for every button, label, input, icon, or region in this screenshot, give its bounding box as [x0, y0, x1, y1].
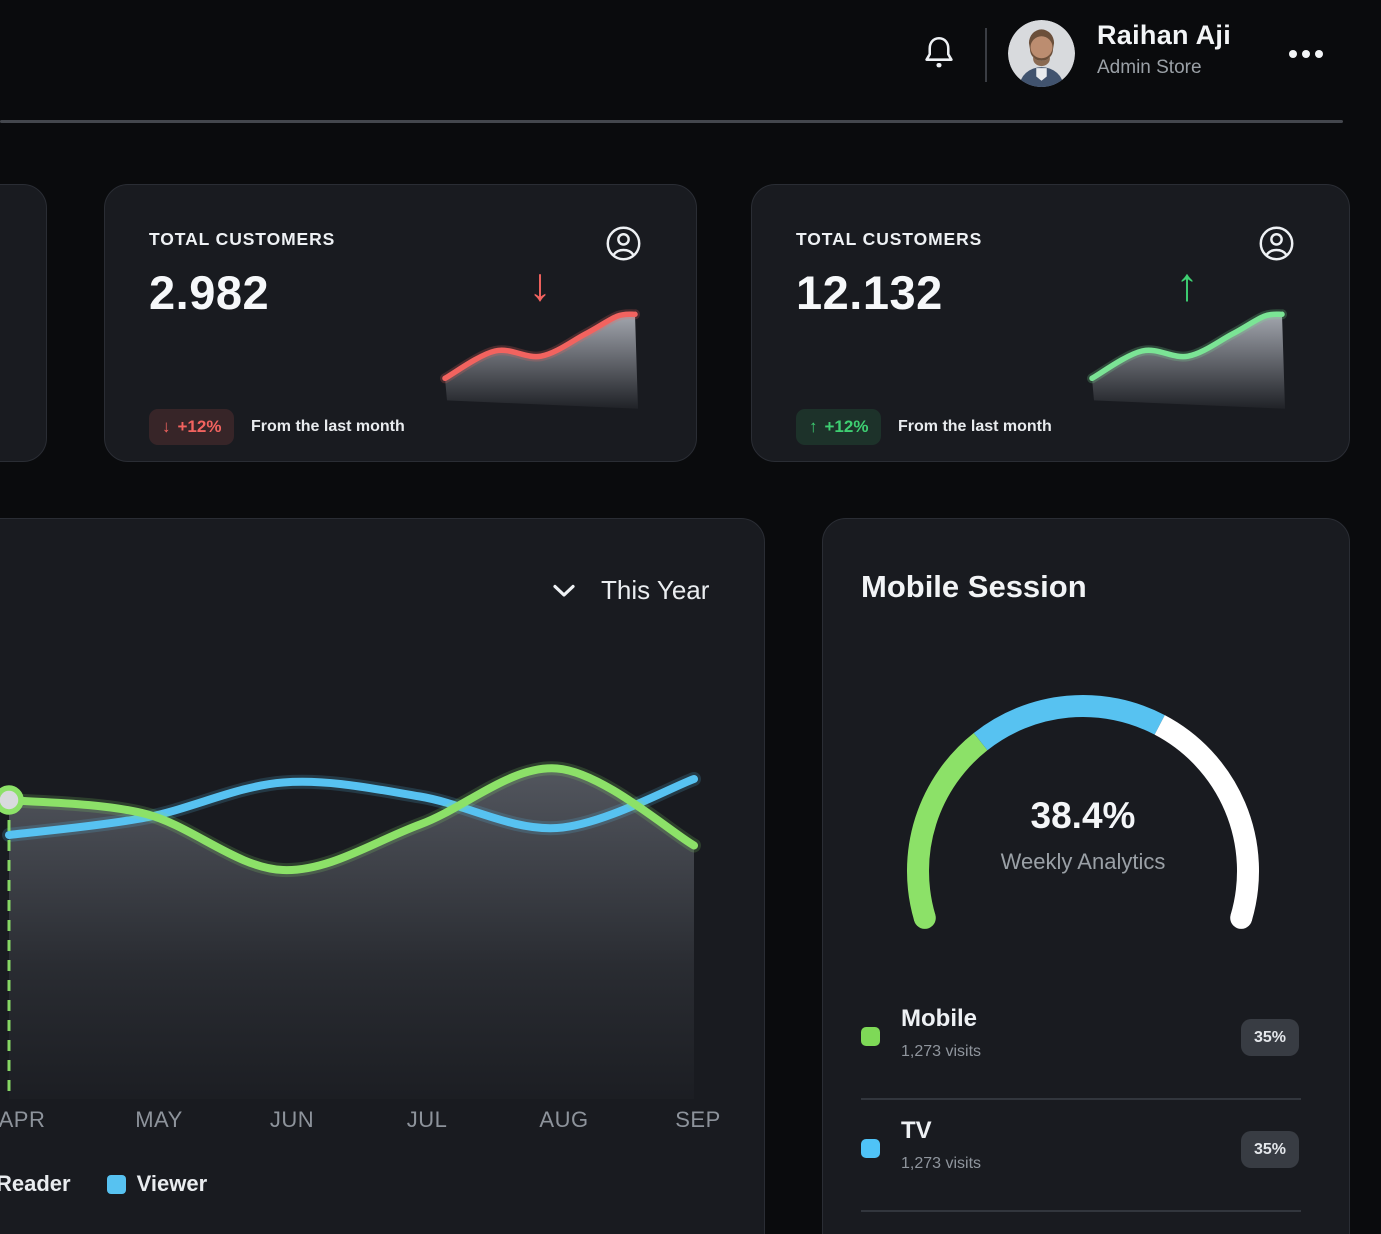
stat-card-clipped	[0, 184, 47, 462]
user-circle-icon[interactable]	[1258, 225, 1295, 262]
sparkline-chart	[1087, 309, 1287, 409]
user-avatar[interactable]	[1008, 20, 1075, 87]
stat-label: TOTAL CUSTOMERS	[149, 229, 336, 249]
list-item-tv[interactable]: TV 1,273 visits 35%	[861, 1113, 1301, 1212]
viewer-swatch	[106, 1174, 126, 1194]
mobile-session-card: Mobile Session 38.4% Weekly Analytics Mo…	[822, 518, 1350, 1234]
stat-card-total-customers-1: TOTAL CUSTOMERS 2.982 ↓ ↓ +12% From the …	[104, 184, 697, 462]
gauge-value: 38.4%	[1030, 795, 1136, 836]
gauge-chart-svg	[907, 695, 1259, 929]
notifications-button[interactable]	[918, 30, 960, 78]
stat-note: From the last month	[898, 418, 1052, 435]
stat-value: 12.132	[796, 266, 943, 319]
badge-arrow-icon: ↓	[162, 417, 171, 436]
trend-badge: ↑ +12%	[796, 409, 882, 445]
legend-label: Viewer	[136, 1171, 208, 1196]
user-circle-icon[interactable]	[605, 225, 642, 262]
sparkline-chart	[440, 309, 640, 409]
trend-down-arrow-icon: ↓	[528, 258, 552, 310]
row-title: Mobile	[901, 1005, 977, 1032]
trend-up-arrow-icon: ↑	[1175, 258, 1199, 310]
row-title: TV	[901, 1117, 932, 1144]
legend-item-viewer[interactable]: Viewer	[106, 1171, 208, 1197]
x-axis-label: JUN	[269, 1107, 315, 1132]
user-role: Admin Store	[1097, 57, 1202, 78]
year-filter-dropdown[interactable]: This Year	[553, 575, 709, 606]
more-menu-button[interactable]	[1283, 44, 1329, 64]
ellipsis-icon	[1302, 50, 1310, 58]
share-badge: 35%	[1241, 1131, 1299, 1168]
stat-card-total-customers-2: TOTAL CUSTOMERS 12.132 ↑ ↑ +12% From the…	[751, 184, 1350, 462]
bell-icon	[925, 36, 953, 68]
stat-label: TOTAL CUSTOMERS	[796, 229, 983, 249]
x-axis-label: AUG	[539, 1107, 589, 1132]
avatar-image	[1008, 20, 1075, 87]
legend-item-reader[interactable]: Reader	[0, 1171, 71, 1197]
list-item-mobile[interactable]: Mobile 1,273 visits 35%	[861, 1001, 1301, 1100]
header-divider	[985, 28, 987, 82]
user-name: Raihan Aji	[1097, 20, 1232, 50]
x-axis-label: JUL	[406, 1107, 448, 1132]
chart-legend: Reader Viewer	[0, 1171, 207, 1197]
stat-value: 2.982	[149, 266, 270, 319]
tv-swatch	[861, 1139, 880, 1158]
line-chart-card: This Year APR MAY JUN JUL AUG SEP Reader	[0, 518, 765, 1234]
top-header: Raihan Aji Admin Store	[0, 0, 1381, 123]
row-subtitle: 1,273 visits	[901, 1043, 982, 1060]
filter-label: This Year	[601, 575, 710, 605]
card-title: Mobile Session	[861, 569, 1087, 604]
ellipsis-icon	[1315, 50, 1323, 58]
ellipsis-icon	[1289, 50, 1297, 58]
header-rule	[0, 120, 1343, 123]
legend-label: Reader	[0, 1171, 71, 1196]
row-subtitle: 1,273 visits	[901, 1155, 982, 1172]
gauge-label: Weekly Analytics	[1000, 849, 1166, 874]
x-axis-label: APR	[0, 1107, 46, 1132]
chevron-down-icon	[553, 584, 575, 597]
share-badge: 35%	[1241, 1019, 1299, 1056]
badge-arrow-icon: ↑	[809, 417, 818, 436]
x-axis-label: MAY	[135, 1107, 183, 1132]
trend-badge: ↓ +12%	[149, 409, 235, 445]
badge-text: +12%	[177, 417, 222, 436]
line-chart-svg	[0, 761, 701, 1099]
x-axis-label: SEP	[675, 1107, 721, 1132]
badge-text: +12%	[824, 417, 869, 436]
mobile-swatch	[861, 1027, 880, 1046]
stat-note: From the last month	[251, 418, 405, 435]
